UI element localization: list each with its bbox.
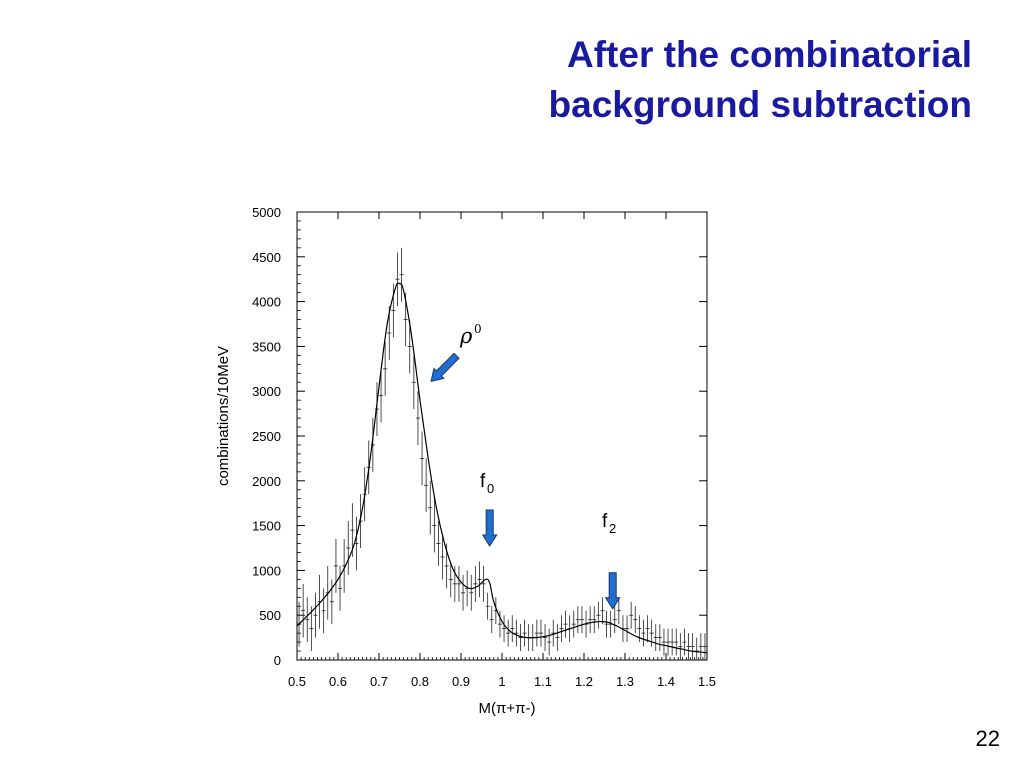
f0-label-sub: 0 <box>487 481 494 496</box>
f0-arrow <box>481 509 498 547</box>
f2-label-sub: 2 <box>609 521 616 536</box>
y-tick-label: 4500 <box>252 250 281 265</box>
y-tick-label: 2000 <box>252 474 281 489</box>
x-tick-label: 1 <box>498 674 505 689</box>
f2-label: f <box>602 511 608 532</box>
x-tick-label: 0.8 <box>411 674 429 689</box>
slide-title-line2: background subtraction <box>548 84 972 125</box>
page-number: 22 <box>975 726 1000 751</box>
rho-label: ρ <box>459 324 473 348</box>
fit-curve <box>296 282 708 654</box>
f0-label: f <box>480 471 486 492</box>
slide-title: After the combinatorial background subtr… <box>549 30 972 130</box>
y-axis-label: combinations/10MeV <box>215 346 232 486</box>
y-tick-label: 500 <box>259 608 281 623</box>
y-tick-label: 5000 <box>252 205 281 220</box>
x-tick-label: 1.2 <box>575 674 593 689</box>
x-tick-label: 0.6 <box>329 674 347 689</box>
y-tick-label: 1000 <box>252 563 281 578</box>
rho-label-sup: 0 <box>474 322 482 336</box>
x-tick-label: 1.4 <box>657 674 675 689</box>
x-tick-label: 1.5 <box>698 674 716 689</box>
rho-arrow <box>430 352 460 382</box>
y-tick-label: 0 <box>274 653 281 668</box>
mass-spectrum-chart: 0.5 0.6 0.7 0.8 0.9 1 1.1 1.2 1.3 1.4 1.5 0 500 1000 1… <box>215 205 716 717</box>
plot-frame <box>296 211 708 661</box>
f2-arrow <box>604 572 621 610</box>
y-tick-label: 2500 <box>252 429 281 444</box>
x-tick-label: 1.3 <box>616 674 634 689</box>
x-tick-label: 0.7 <box>370 674 388 689</box>
y-tick-label: 1500 <box>252 519 281 534</box>
slide-title-line1: After the combinatorial <box>567 34 972 75</box>
x-axis-label: M(π+π-) <box>479 700 536 717</box>
y-tick-label: 4000 <box>252 295 281 310</box>
x-tick-label: 0.9 <box>452 674 470 689</box>
x-tick-label: 0.5 <box>288 674 306 689</box>
y-tick-label: 3500 <box>252 339 281 354</box>
y-tick-label: 3000 <box>252 384 281 399</box>
x-tick-label: 1.1 <box>534 674 552 689</box>
